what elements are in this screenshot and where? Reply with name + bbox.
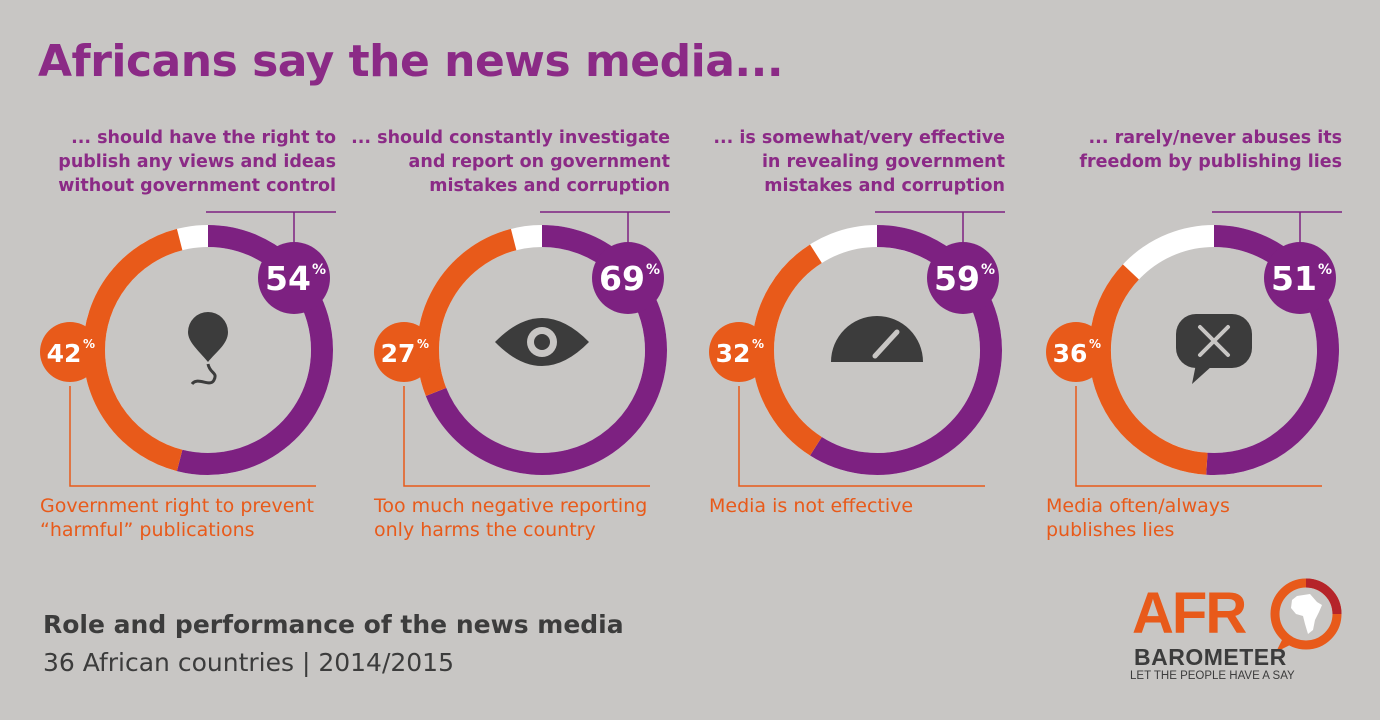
disagree-value-label: 32 (716, 339, 751, 368)
donut-chart: 54 %42% (40, 211, 336, 487)
agree-value-badge: 54% (258, 242, 330, 314)
agree-value-label: 51 (1271, 259, 1317, 298)
agree-arc (176, 225, 333, 475)
agree-value-label: 69 (599, 259, 645, 298)
agree-label: ... should constantly investigate and re… (351, 128, 670, 196)
chart-panel-effective: ... is somewhat/very effective in reveal… (685, 126, 1005, 566)
agree-value-badge: 69% (592, 242, 664, 314)
disagree-arc (83, 228, 183, 472)
logo-barometer: BAROMETER (1134, 644, 1287, 670)
afrobarometer-logo: AFR BAROMETER LET THE PEOPLE HAVE A SAY (1122, 574, 1352, 694)
chart-panel-rights: ... should have the right to publish any… (16, 126, 336, 566)
disagree-arc (417, 228, 517, 397)
agree-label: ... is somewhat/very effective in reveal… (713, 128, 1005, 196)
disagree-label: Too much negative reporting only harms t… (374, 495, 648, 541)
disagree-value-label: 36 (1053, 339, 1088, 368)
disagree-label: Media often/always publishes lies (1046, 495, 1230, 541)
agree-value-badge: 59% (927, 242, 999, 314)
disagree-unit-label: % (83, 337, 95, 351)
disagree-unit-label: % (417, 337, 429, 351)
disagree-connector-line (403, 386, 650, 487)
chart-title: Africans say the news media... (38, 36, 784, 87)
disagree-label: Media is not effective (709, 495, 914, 517)
agree-value-label: 59 (934, 259, 980, 298)
agree-unit-label: % (981, 262, 995, 278)
disagree-value-badge: 27% (374, 322, 434, 382)
donut-chart: 51 %36% (1046, 211, 1342, 487)
agree-value-label: 54 (265, 259, 311, 298)
disagree-unit-label: % (1089, 337, 1101, 351)
chart-panel-lies: ... rarely/never abuses its freedom by p… (1022, 126, 1342, 566)
x-message-icon (1176, 314, 1252, 384)
disagree-value-badge: 32% (709, 322, 769, 382)
chart-panel-investigate: ... should constantly investigate and re… (350, 126, 670, 566)
speech-bubble-icon (188, 312, 228, 386)
footer-subtitle: 36 African countries | 2014/2015 (43, 648, 454, 677)
disagree-connector-line (1075, 386, 1322, 487)
donut-chart: 59 %32% (709, 211, 1005, 487)
agree-arc (1206, 225, 1339, 475)
agree-unit-label: % (646, 262, 660, 278)
disagree-value-badge: 36% (1046, 322, 1106, 382)
agree-label: ... rarely/never abuses its freedom by p… (1079, 128, 1342, 172)
disagree-value-label: 27 (381, 339, 416, 368)
disagree-unit-label: % (752, 337, 764, 351)
agree-unit-label: % (312, 262, 326, 278)
footer-title: Role and performance of the news media (43, 610, 624, 639)
agree-label: ... should have the right to publish any… (58, 128, 336, 196)
gauge-icon (831, 316, 923, 362)
disagree-arc (1089, 264, 1208, 475)
logo-wordmark: AFR (1132, 581, 1247, 646)
logo-africa-bubble-icon (1270, 578, 1342, 652)
disagree-label: Government right to prevent “harmful” pu… (40, 495, 314, 541)
eye-icon (495, 318, 589, 366)
disagree-connector-line (69, 386, 316, 487)
agree-value-badge: 51% (1264, 242, 1336, 314)
logo-tagline: LET THE PEOPLE HAVE A SAY (1130, 670, 1295, 682)
disagree-arc (752, 244, 822, 456)
disagree-connector-line (738, 386, 985, 487)
agree-unit-label: % (1318, 262, 1332, 278)
donut-chart: 69 %27% (374, 211, 670, 487)
disagree-value-badge: 42% (40, 322, 100, 382)
disagree-value-label: 42 (47, 339, 82, 368)
